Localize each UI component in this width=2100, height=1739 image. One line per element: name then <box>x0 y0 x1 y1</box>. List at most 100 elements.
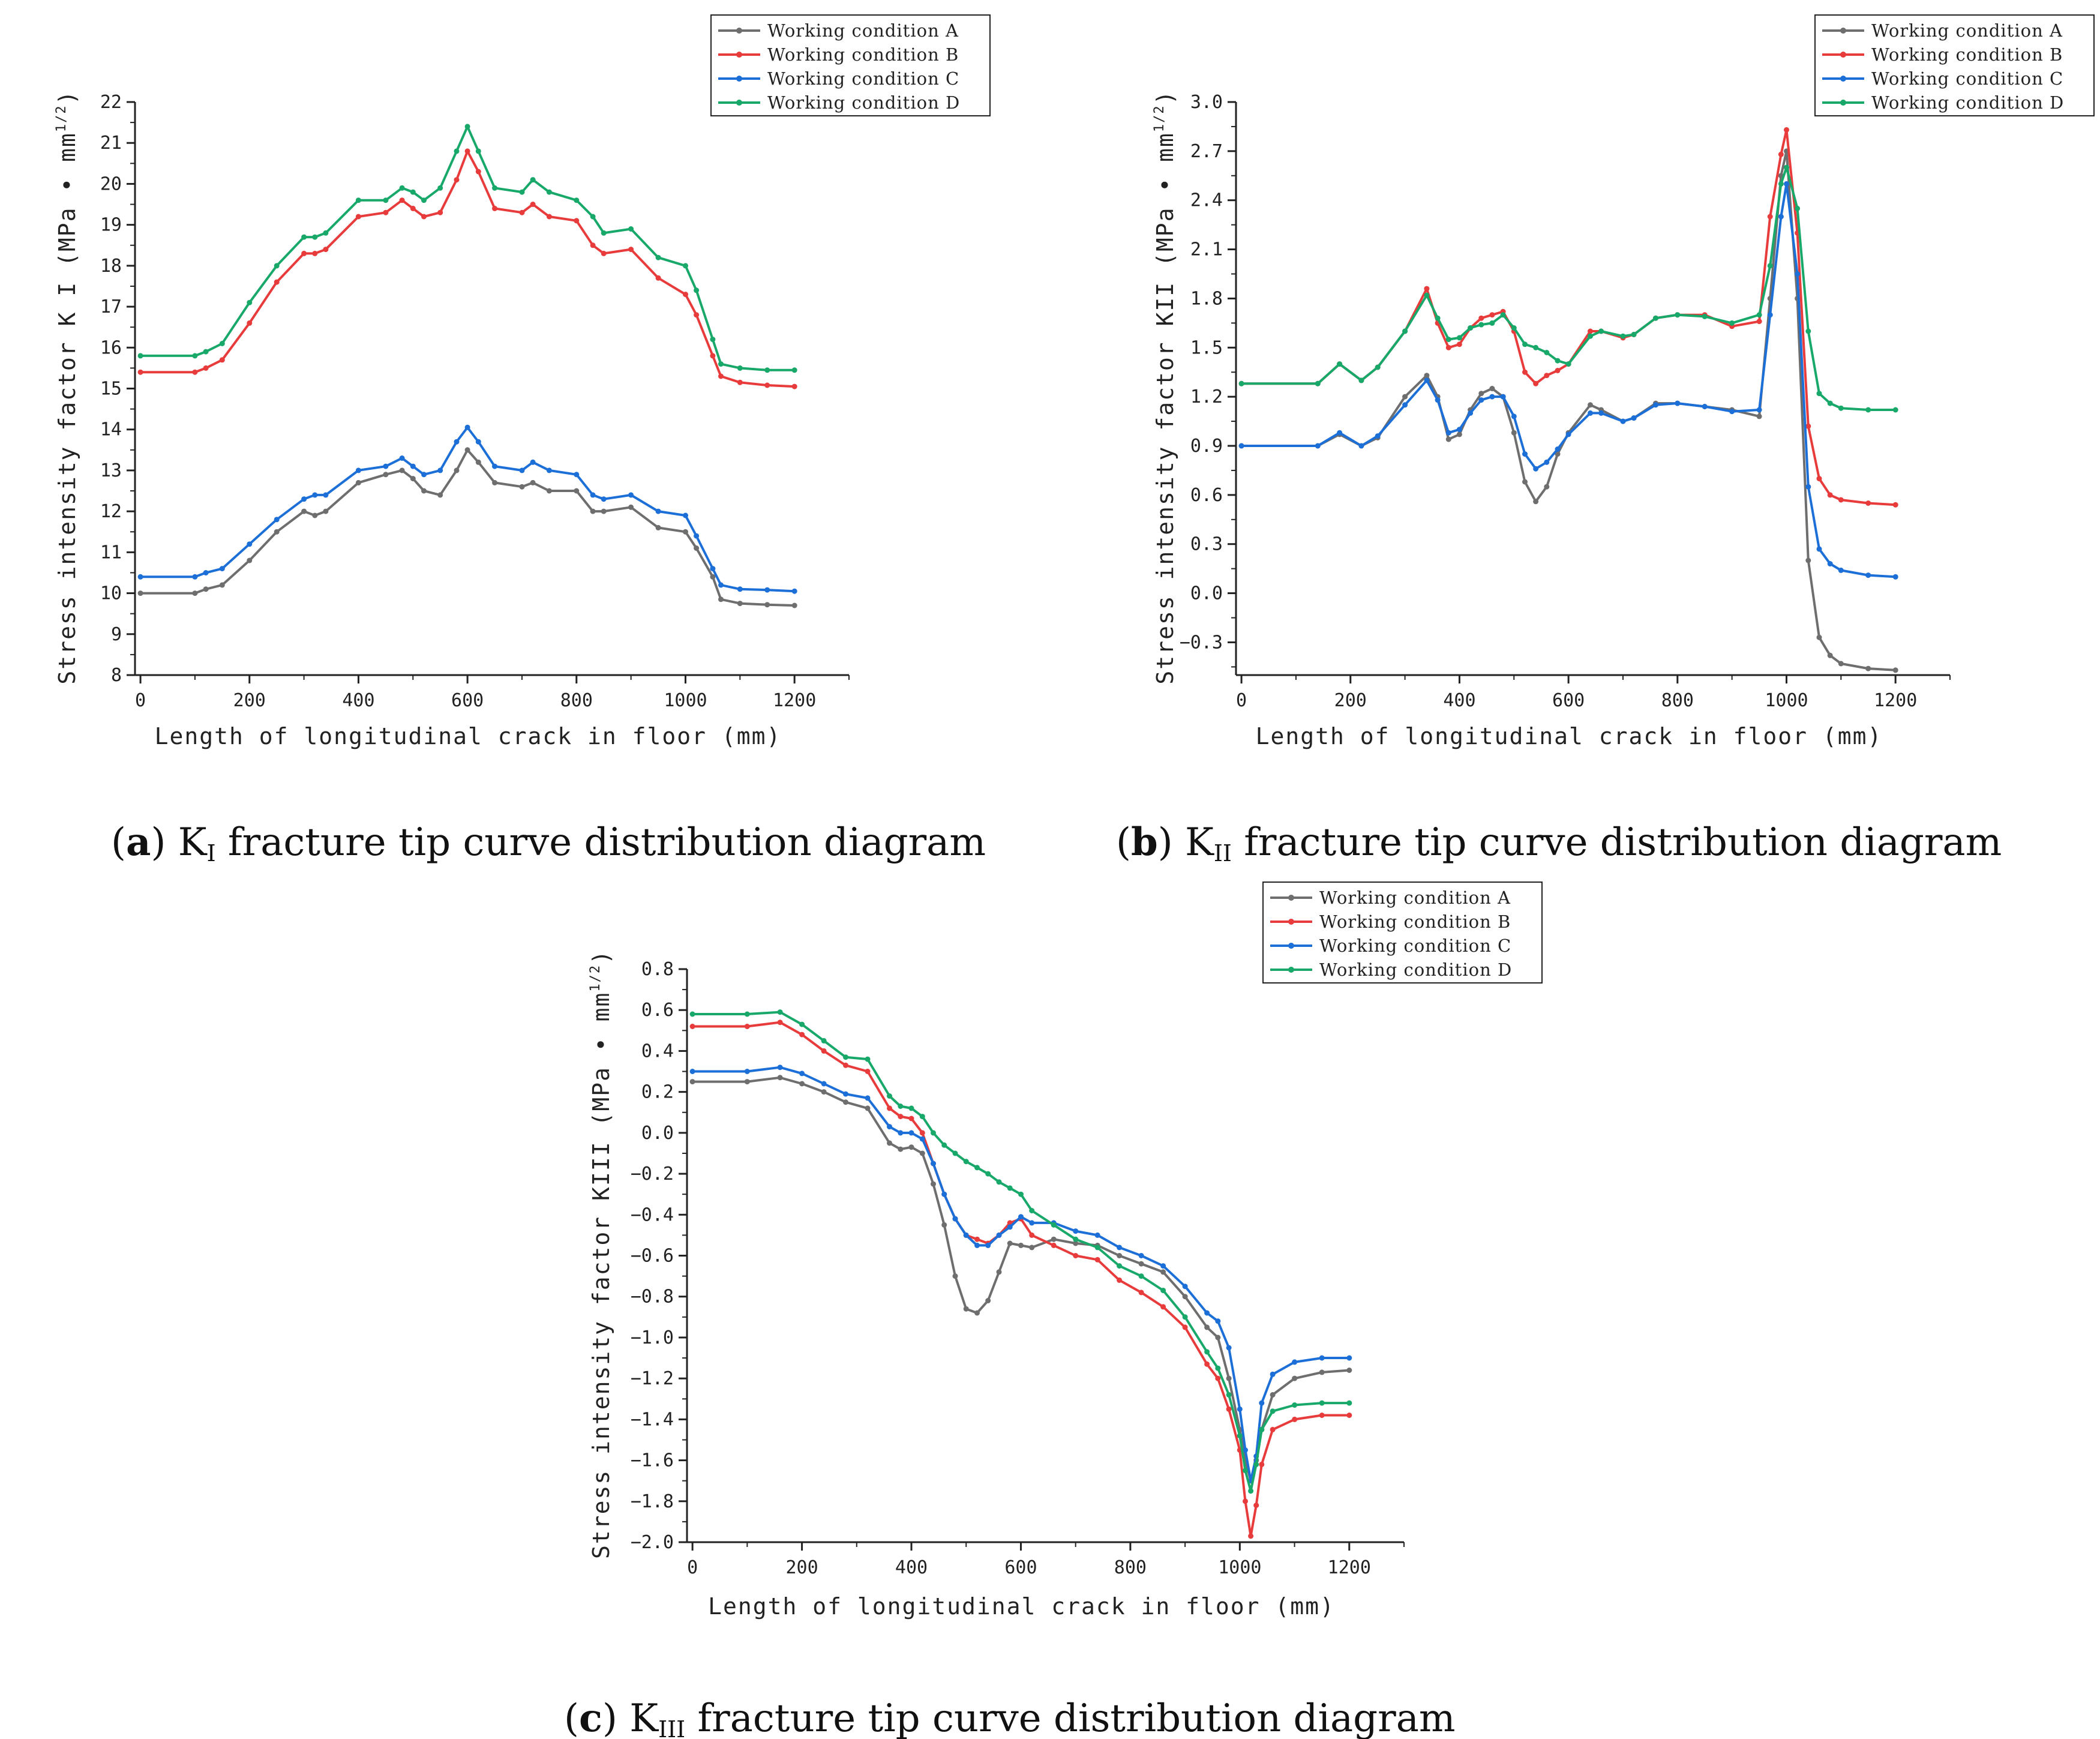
x-tick-label: 600 <box>1552 690 1585 711</box>
y-tick-label: 2.4 <box>1190 190 1223 211</box>
data-point <box>1319 1413 1325 1418</box>
data-point <box>718 596 724 602</box>
data-point <box>1243 1498 1248 1504</box>
data-point <box>1588 410 1593 416</box>
data-point <box>1445 337 1451 343</box>
data-point <box>1204 1324 1210 1330</box>
data-point <box>919 1130 925 1136</box>
data-point <box>546 467 552 473</box>
caption-b: (b) KII fracture tip curve distribution … <box>1116 820 2002 866</box>
y-tick-label: 12 <box>100 501 122 522</box>
data-point <box>908 1144 914 1150</box>
data-point <box>383 472 389 478</box>
data-point <box>1270 1392 1276 1398</box>
data-point <box>274 263 280 269</box>
data-point <box>1007 1185 1013 1191</box>
series-line-c <box>692 1066 1349 1482</box>
data-point <box>1565 431 1571 437</box>
data-point <box>1292 1375 1298 1381</box>
data-point <box>574 218 580 224</box>
caption-a: (a) KI fracture tip curve distribution d… <box>111 820 986 866</box>
data-point <box>137 353 143 359</box>
data-point <box>710 566 716 572</box>
data-point <box>1620 333 1626 339</box>
data-point <box>574 488 580 494</box>
data-point <box>1555 446 1561 452</box>
legend-marker <box>736 76 742 82</box>
data-point <box>1182 1284 1188 1290</box>
x-tick-label: 400 <box>1443 690 1475 711</box>
data-point <box>974 1236 980 1242</box>
x-tick-label: 600 <box>1004 1557 1037 1578</box>
data-point <box>1215 1375 1221 1381</box>
x-axis-title: Length of longitudinal crack in floor (m… <box>1256 723 1883 749</box>
legend-marker <box>1840 76 1846 82</box>
x-tick-label: 0 <box>135 690 146 711</box>
data-point <box>694 545 700 551</box>
data-point <box>985 1242 991 1248</box>
data-point <box>1018 1191 1024 1197</box>
data-point <box>1702 404 1708 409</box>
data-point <box>1631 415 1637 421</box>
y-axis-title-end: ) <box>1152 89 1178 104</box>
data-point <box>1204 1310 1210 1316</box>
caption-paren-close: ) <box>151 820 178 865</box>
legend-marker <box>736 100 742 106</box>
data-point <box>1445 344 1451 350</box>
data-point <box>1094 1257 1100 1263</box>
data-point <box>737 586 743 592</box>
data-point <box>821 1081 827 1087</box>
data-point <box>1073 1240 1079 1246</box>
data-point <box>843 1099 848 1105</box>
data-point <box>421 197 427 203</box>
caption-paren-open: ( <box>564 1696 579 1739</box>
y-tick-label: 17 <box>100 296 122 317</box>
data-point <box>410 476 416 482</box>
data-point <box>1292 1402 1298 1408</box>
data-point <box>323 492 329 498</box>
data-point <box>1892 667 1898 673</box>
data-point <box>1588 328 1593 334</box>
series-line-b <box>692 1021 1349 1537</box>
caption-letter: c <box>579 1696 602 1739</box>
data-point <box>974 1242 980 1248</box>
legend: Working condition A Working condition B Wo… <box>1814 14 2095 116</box>
data-point <box>1805 423 1811 429</box>
data-point <box>323 508 329 514</box>
data-point <box>941 1191 947 1197</box>
data-point <box>1620 418 1626 424</box>
data-point <box>301 508 307 514</box>
data-point <box>1456 341 1462 347</box>
x-tick-label: 200 <box>233 690 266 711</box>
caption-k: K <box>178 820 208 865</box>
y-tick-label: 2.1 <box>1190 239 1223 260</box>
x-tick-label: 800 <box>1661 690 1694 711</box>
data-point <box>203 365 209 371</box>
y-tick-label: 0.6 <box>641 1000 674 1021</box>
data-point <box>274 279 280 285</box>
data-point <box>1865 572 1871 578</box>
x-axis-title: Length of longitudinal crack in floor (m… <box>708 1593 1335 1620</box>
data-point <box>492 205 497 211</box>
data-point <box>694 533 700 539</box>
data-point <box>898 1130 904 1136</box>
data-point <box>1160 1263 1166 1269</box>
data-point <box>1253 1503 1259 1509</box>
y-tick-label: −1.8 <box>631 1491 674 1512</box>
data-point <box>1838 497 1844 503</box>
data-point <box>1346 1368 1352 1373</box>
data-point <box>1827 561 1833 566</box>
data-point <box>1215 1335 1221 1341</box>
data-point <box>1445 430 1451 436</box>
data-point <box>1653 315 1658 321</box>
data-point <box>192 369 198 375</box>
data-point <box>464 424 470 430</box>
data-point <box>843 1062 848 1068</box>
y-axis-title: Stress intensity factor KII (MPa • mm1/2… <box>1152 89 1178 684</box>
caption-paren-open: ( <box>111 820 126 865</box>
data-point <box>1215 1318 1221 1324</box>
data-point <box>421 472 427 478</box>
data-point <box>1248 1533 1254 1539</box>
data-point <box>744 1011 750 1017</box>
data-point <box>1795 205 1801 211</box>
